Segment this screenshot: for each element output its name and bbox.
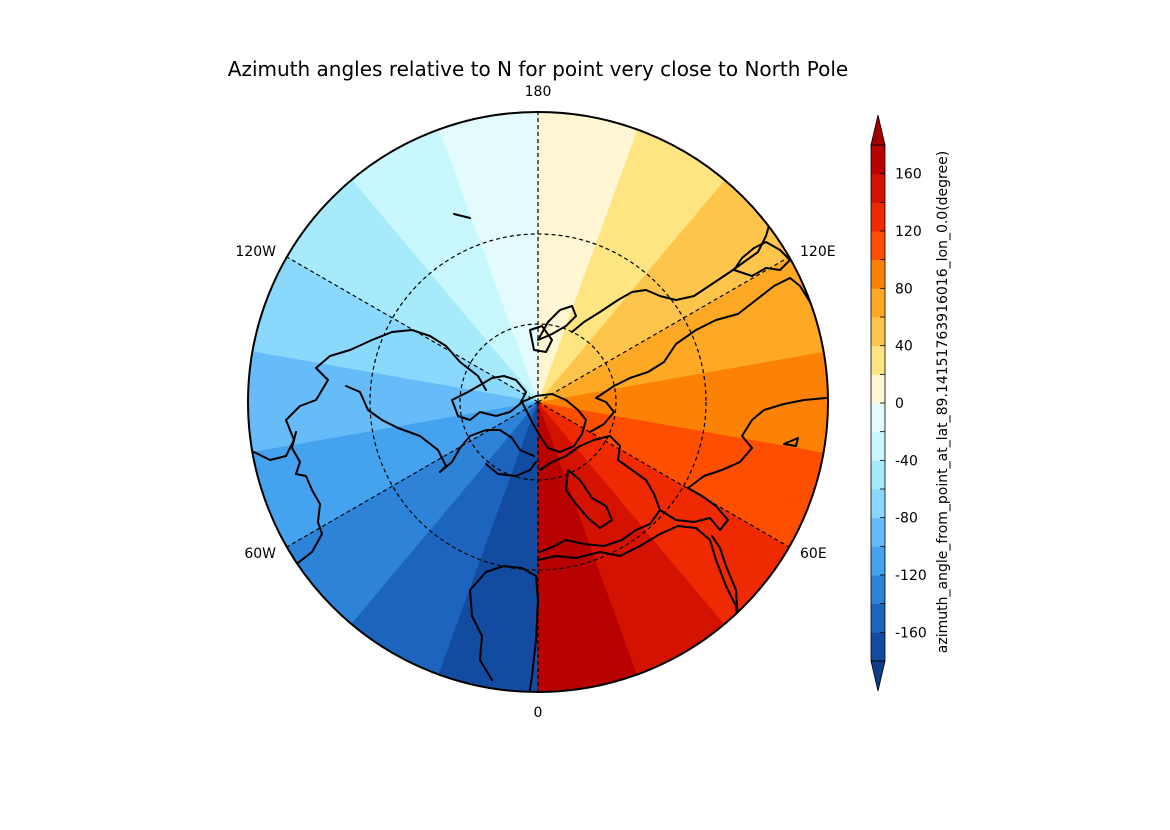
colorbar-tick-label: 40 (895, 339, 913, 355)
colorbar-ticks: 160 120 80 40 0 -40 -80 -120 -160 (880, 144, 927, 662)
lon-label-120w: 120W (235, 244, 276, 260)
colorbar-tick-label: 0 (895, 396, 904, 412)
coastline-russia-north (589, 397, 615, 433)
coastline-labrador (485, 461, 537, 477)
map-title: Azimuth angles relative to N for point v… (228, 57, 848, 81)
colorbar-tick-label: 160 (895, 167, 922, 183)
coastline-south-america (469, 565, 539, 691)
colorbar-band-6 (871, 460, 885, 490)
colorbar-band-1 (871, 603, 885, 633)
colorbar-band-4 (871, 517, 885, 547)
colorbar-band-13 (871, 259, 885, 289)
colorbar-band-0 (871, 632, 885, 662)
colorbar-tick-label: -120 (895, 568, 927, 584)
colorbar-extend-max (870, 114, 886, 146)
coastline-south-america-north (469, 589, 493, 681)
coastline-indochina (783, 437, 799, 447)
colorbar-bands (870, 114, 886, 692)
colorbar-extend-min (870, 660, 886, 692)
lon-label-120e: 120E (800, 244, 836, 260)
meridian--120 (286, 256, 539, 403)
map-panel: 180 120W 120E 60W 60E 0 (235, 84, 835, 721)
lon-label-0: 0 (534, 705, 543, 721)
colorbar-band-2 (871, 575, 885, 605)
colorbar-band-5 (871, 489, 885, 519)
colorbar-band-11 (871, 317, 885, 347)
coastline-hudson-bay (345, 385, 535, 473)
colorbar-band-9 (871, 374, 885, 404)
colorbar: 160 120 80 40 0 -40 -80 -120 -160 azimuth_angle_… (870, 114, 951, 692)
map-body (248, 112, 828, 692)
coastline-africa-west (537, 525, 739, 623)
coastline-europe (539, 435, 661, 553)
coastline-arabia (659, 487, 729, 531)
coastline-asia-south (687, 397, 827, 489)
meridian--60 (286, 401, 539, 548)
colorbar-band-17 (871, 145, 885, 175)
meridian-60 (537, 401, 790, 548)
coastline-greenland-north (529, 325, 553, 353)
colorbar-tick-label: -80 (895, 511, 918, 527)
colorbar-band-3 (871, 546, 885, 576)
colorbar-tick-label: -160 (895, 625, 927, 641)
lon-label-180: 180 (525, 84, 552, 100)
coastline-antarctic-fringe (453, 213, 471, 219)
colorbar-label: azimuth_angle_from_point_at_lat_89.14151… (935, 151, 951, 653)
meridians (286, 112, 790, 692)
coastline-kamchatka (733, 241, 791, 277)
colorbar-band-10 (871, 345, 885, 375)
meridian-labels: 180 120W 120E 60W 60E 0 (235, 84, 835, 721)
colorbar-band-7 (871, 431, 885, 461)
colorbar-band-12 (871, 288, 885, 318)
coastline-arctic-islands (451, 375, 527, 421)
colorbar-tick-label: 80 (895, 281, 913, 297)
lon-label-60e: 60E (800, 546, 827, 562)
map-boundary (247, 111, 829, 693)
colorbar-tick-label: -40 (895, 453, 918, 469)
coastline-north-america-arctic (253, 329, 487, 461)
coastline-alaska (537, 305, 577, 341)
coastline-siberia-east (571, 221, 771, 333)
colorbar-tick-label: 120 (895, 224, 922, 240)
coastline-africa-east (711, 535, 739, 623)
coastline-scandinavia (565, 469, 613, 529)
colorbar-band-15 (871, 202, 885, 232)
colorbar-band-14 (871, 231, 885, 261)
lon-label-60w: 60W (244, 546, 276, 562)
colorbar-band-16 (871, 173, 885, 203)
meridian-120 (537, 256, 790, 403)
coastlines (253, 213, 827, 691)
coastline-asia-arctic (595, 277, 819, 399)
colorbar-band-8 (871, 403, 885, 433)
